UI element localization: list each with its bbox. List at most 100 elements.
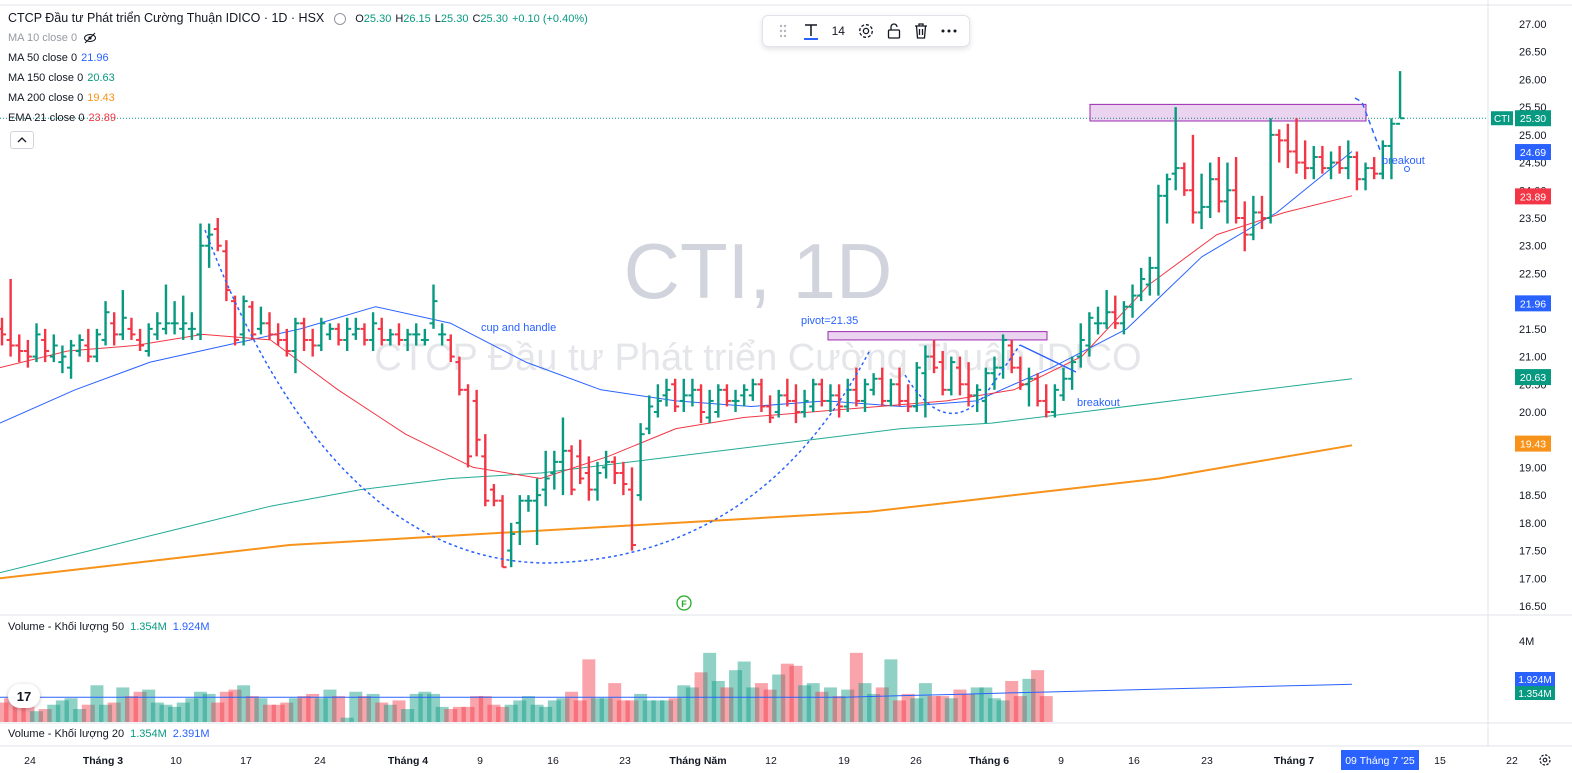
collapse-legend-button[interactable]: [10, 131, 34, 149]
breakout-label[interactable]: breakout: [1077, 397, 1120, 409]
price-label-text: 23.89: [1520, 191, 1546, 203]
volume-bar: [219, 691, 233, 722]
price-label-badge: [1515, 188, 1551, 205]
cup-curve[interactable]: [204, 229, 871, 564]
ohlc-bar: [256, 306, 265, 335]
ohlc-bar: [101, 301, 110, 346]
time-tick-label: 26: [910, 755, 922, 767]
volume-bar: [970, 687, 984, 722]
ohlc-bar: [679, 378, 688, 412]
anchor-point[interactable]: [1404, 166, 1410, 172]
ohlc-bar: [955, 356, 964, 396]
ohlc-bar: [636, 423, 645, 501]
volume-legend[interactable]: Volume - Khối lượng 50 1.354M 1.924M: [8, 621, 210, 633]
volume-bar: [910, 698, 924, 722]
indicator-label: EMA 21 close 0: [8, 112, 85, 124]
ohlc-bar: [6, 278, 15, 357]
ohlc-bar: [990, 356, 999, 390]
ohlc-values: O25.30 H26.15 L25.30 C25.30 +0.10 (+0.40%): [355, 13, 592, 25]
ohlc-bar: [1214, 157, 1223, 213]
pivot-label[interactable]: pivot=21.35: [801, 315, 858, 327]
volume-bar: [64, 698, 78, 722]
axis-settings-gear-icon[interactable]: [1539, 754, 1551, 766]
indicator-legend[interactable]: MA 150 close 0 20.63: [8, 72, 115, 84]
indicator-legend[interactable]: MA 50 close 0 21.96: [8, 52, 109, 64]
ma200-line[interactable]: [0, 444, 1353, 580]
ema21-line[interactable]: [0, 195, 1353, 479]
indicator-value: 20.63: [87, 72, 115, 84]
ohlc-bar: [1232, 157, 1241, 224]
ohlc-bar: [1102, 290, 1111, 329]
eye-hidden-icon[interactable]: [83, 32, 97, 44]
time-tick-label: 9: [477, 755, 483, 767]
volume-bar: [185, 698, 199, 722]
ohlc-bar: [921, 345, 930, 418]
volume-bar: [737, 661, 751, 722]
settings-gear-icon[interactable]: [854, 19, 878, 43]
eye-dot-icon[interactable]: [333, 12, 346, 25]
volume-bar: [176, 702, 190, 722]
time-axis[interactable]: 24 Tháng 3 10 17 24 Tháng 4 9 16 23 Tháng Năm 12 19…: [24, 750, 1551, 770]
more-options-icon[interactable]: [937, 19, 961, 43]
symbol-title[interactable]: CTCP Đầu tư Phát triển Cường Thuận IDICO…: [8, 11, 325, 25]
ohlc-bar: [1378, 140, 1387, 180]
drag-handle-icon[interactable]: [771, 19, 795, 43]
price-label-text: 21.96: [1520, 298, 1546, 310]
breakout-arrow-line[interactable]: [1019, 344, 1077, 373]
volume-bar: [979, 687, 993, 722]
ohlc-bar: [1154, 184, 1163, 296]
volume-bar: [435, 706, 449, 722]
indicator-value: 19.43: [87, 92, 115, 104]
ohlc-bar: [843, 378, 852, 412]
indicator-label: MA 150 close 0: [8, 72, 84, 84]
tradingview-logo[interactable]: 17: [8, 684, 40, 708]
breakout-label-2[interactable]: breakout: [1382, 155, 1425, 167]
indicator-legend[interactable]: EMA 21 close 0 23.89: [8, 112, 116, 124]
price-tick-label: 21.50: [1519, 324, 1547, 336]
volume-bar: [487, 704, 501, 722]
lock-icon[interactable]: [882, 19, 906, 43]
volume-bar: [798, 685, 812, 722]
ohlc-bar: [1327, 151, 1336, 180]
ohlc-bar: [533, 478, 542, 546]
breakout-arrow-line-2[interactable]: [1354, 97, 1381, 151]
price-label-text: 24.69: [1520, 147, 1546, 159]
ohlc-bar: [757, 378, 766, 412]
financials-marker[interactable]: [676, 595, 692, 611]
volume-legend-value: 1.354M: [130, 621, 167, 633]
ohlc-bar: [1180, 162, 1189, 196]
ohlc-bar: [403, 328, 412, 352]
ma150-line[interactable]: [0, 378, 1353, 574]
volume-legend[interactable]: Volume - Khối lượng 20 1.354M 2.391M: [8, 728, 210, 740]
pivot-zone-rect[interactable]: [827, 331, 1048, 341]
volume-bar: [280, 702, 294, 722]
volume-bar: [996, 700, 1010, 722]
indicator-label: MA 200 close 0: [8, 92, 84, 104]
ohlc-bar: [653, 384, 662, 418]
volume-bar: [47, 704, 61, 722]
price-label-text: 25.30: [1520, 113, 1546, 125]
volume-ma-line[interactable]: [0, 683, 1353, 698]
volume-bar: [754, 683, 768, 722]
watermark-name: CTCP Đầu tư Phát triển Cường Thuận IDICO: [374, 337, 1141, 379]
cup-and-handle-label[interactable]: cup and handle: [481, 322, 556, 334]
font-size-button[interactable]: 14: [831, 24, 845, 38]
ohlc-bar: [697, 384, 706, 424]
financials-marker-label: F: [681, 599, 687, 609]
ohlc-bar: [705, 389, 714, 424]
text-color-button[interactable]: [799, 19, 823, 43]
ohlc-bar: [325, 323, 334, 340]
handle-curve[interactable]: [904, 344, 1021, 414]
indicator-legend[interactable]: MA 10 close 0: [8, 32, 97, 44]
trash-icon[interactable]: [909, 19, 933, 43]
volume-legend-label: Volume - Khối lượng 20: [8, 728, 125, 740]
ohlc-bar: [731, 389, 740, 412]
volume-bar: [1031, 670, 1045, 722]
time-tick-label: 9: [1058, 755, 1064, 767]
drawings[interactable]: cup and handle pivot=21.35 breakout breakou…: [204, 97, 1425, 611]
indicator-legend[interactable]: MA 200 close 0 19.43: [8, 92, 115, 104]
volume-bar: [81, 704, 95, 722]
volume-bar: [729, 670, 743, 722]
breakout-zone-rect[interactable]: [1089, 103, 1367, 122]
